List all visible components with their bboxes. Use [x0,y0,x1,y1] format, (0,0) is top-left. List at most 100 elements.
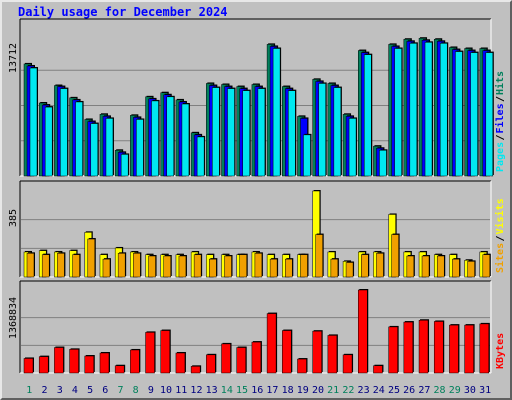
bar-sites [467,261,475,278]
bar-sites [193,254,202,278]
bar-sites [330,258,339,278]
bar-sites [72,254,80,278]
bar-sites [406,255,415,278]
bar-pages [470,52,478,177]
x-tick-label: 26 [403,385,415,396]
bar-pages [120,154,129,177]
axis-max-label: 1368834 [8,297,19,339]
bar-sites [300,254,308,278]
bar-sites [224,255,232,278]
x-tick-label: 19 [297,385,309,396]
bar-kbytes [145,332,155,374]
bar-sites [315,234,323,278]
bar-pages [288,90,296,177]
bar-pages [272,48,281,177]
bar-kbytes [206,354,216,374]
legend-separator: / [495,96,506,102]
axis-max-label: 13712 [8,43,19,73]
x-tick-label: 6 [102,385,108,396]
x-tick-label: 27 [418,385,430,396]
bar-pages [379,150,387,177]
x-tick-label: 21 [327,385,339,396]
bar-kbytes [84,355,95,374]
bar-sites [269,258,278,278]
bar-kbytes [312,330,322,374]
bar-pages [333,87,342,177]
x-tick-label: 20 [312,385,324,396]
bar-sites [345,262,354,278]
x-tick-label: 28 [434,385,446,396]
bar-sites [163,255,171,278]
bar-kbytes [388,326,398,374]
bar-pages [394,48,402,177]
x-tick-label: 24 [373,385,385,396]
x-tick-label: 1 [26,385,32,396]
bar-sites [254,253,263,278]
bar-pages [348,118,357,177]
bar-pages [44,106,53,177]
bar-sites [482,254,491,278]
x-tick-label: 23 [358,385,370,396]
legend-separator: / [495,235,506,241]
bar-kbytes [99,352,110,374]
x-tick-label: 29 [449,385,461,396]
bar-kbytes [221,343,231,374]
x-tick-label: 7 [117,385,123,396]
bar-kbytes [38,356,49,374]
bar-pages [257,88,266,177]
bar-pages [424,42,433,177]
bar-sites [391,234,399,278]
bar-kbytes [297,358,307,374]
bar-kbytes [69,349,79,374]
bar-kbytes [54,347,64,374]
x-tick-label: 16 [251,385,263,396]
bar-pages [29,67,38,177]
x-tick-label: 8 [133,385,139,396]
bar-sites [102,258,111,278]
bar-pages [136,119,144,177]
bar-pages [105,118,114,177]
bar-sites [26,253,35,278]
bar-pages [364,54,372,177]
legend-hits: Hits [494,71,506,95]
bar-sites [361,254,369,278]
bar-kbytes [373,365,383,374]
bar-pages [485,52,494,177]
bar-pages [196,136,205,177]
legend-kbytes: KBytes [495,333,506,369]
bar-pages [166,96,174,177]
bar-pages [90,123,99,177]
axis-max-label: 385 [8,209,19,227]
legend-separator: / [495,134,506,140]
bar-sites [133,253,141,278]
legend-files: Files [494,103,506,133]
bar-sites [239,254,247,278]
bar-pages [409,43,418,177]
bar-pages [75,101,83,177]
x-tick-label: 30 [464,385,476,396]
bar-pages [439,43,448,177]
x-tick-label: 2 [41,385,47,396]
x-tick-label: 3 [57,385,63,396]
x-tick-label: 31 [479,385,491,396]
chart-title: Daily usage for December 2024 [18,5,228,19]
bar-kbytes [266,313,277,374]
bar-pages [212,87,220,177]
bar-pages [242,90,250,177]
legend-sites: Sites [494,243,506,273]
bar-sites [41,254,50,278]
x-tick-label: 9 [148,385,154,396]
x-tick-label: 13 [206,385,218,396]
bar-pages [318,83,326,177]
bar-kbytes [23,358,34,374]
bar-sites [421,255,430,278]
x-tick-label: 10 [160,385,172,396]
bar-sites [178,255,187,278]
x-tick-label: 18 [282,385,294,396]
bar-kbytes [114,365,125,374]
bar-kbytes [251,341,262,374]
bar-kbytes [130,349,140,374]
bar-pages [227,88,235,177]
